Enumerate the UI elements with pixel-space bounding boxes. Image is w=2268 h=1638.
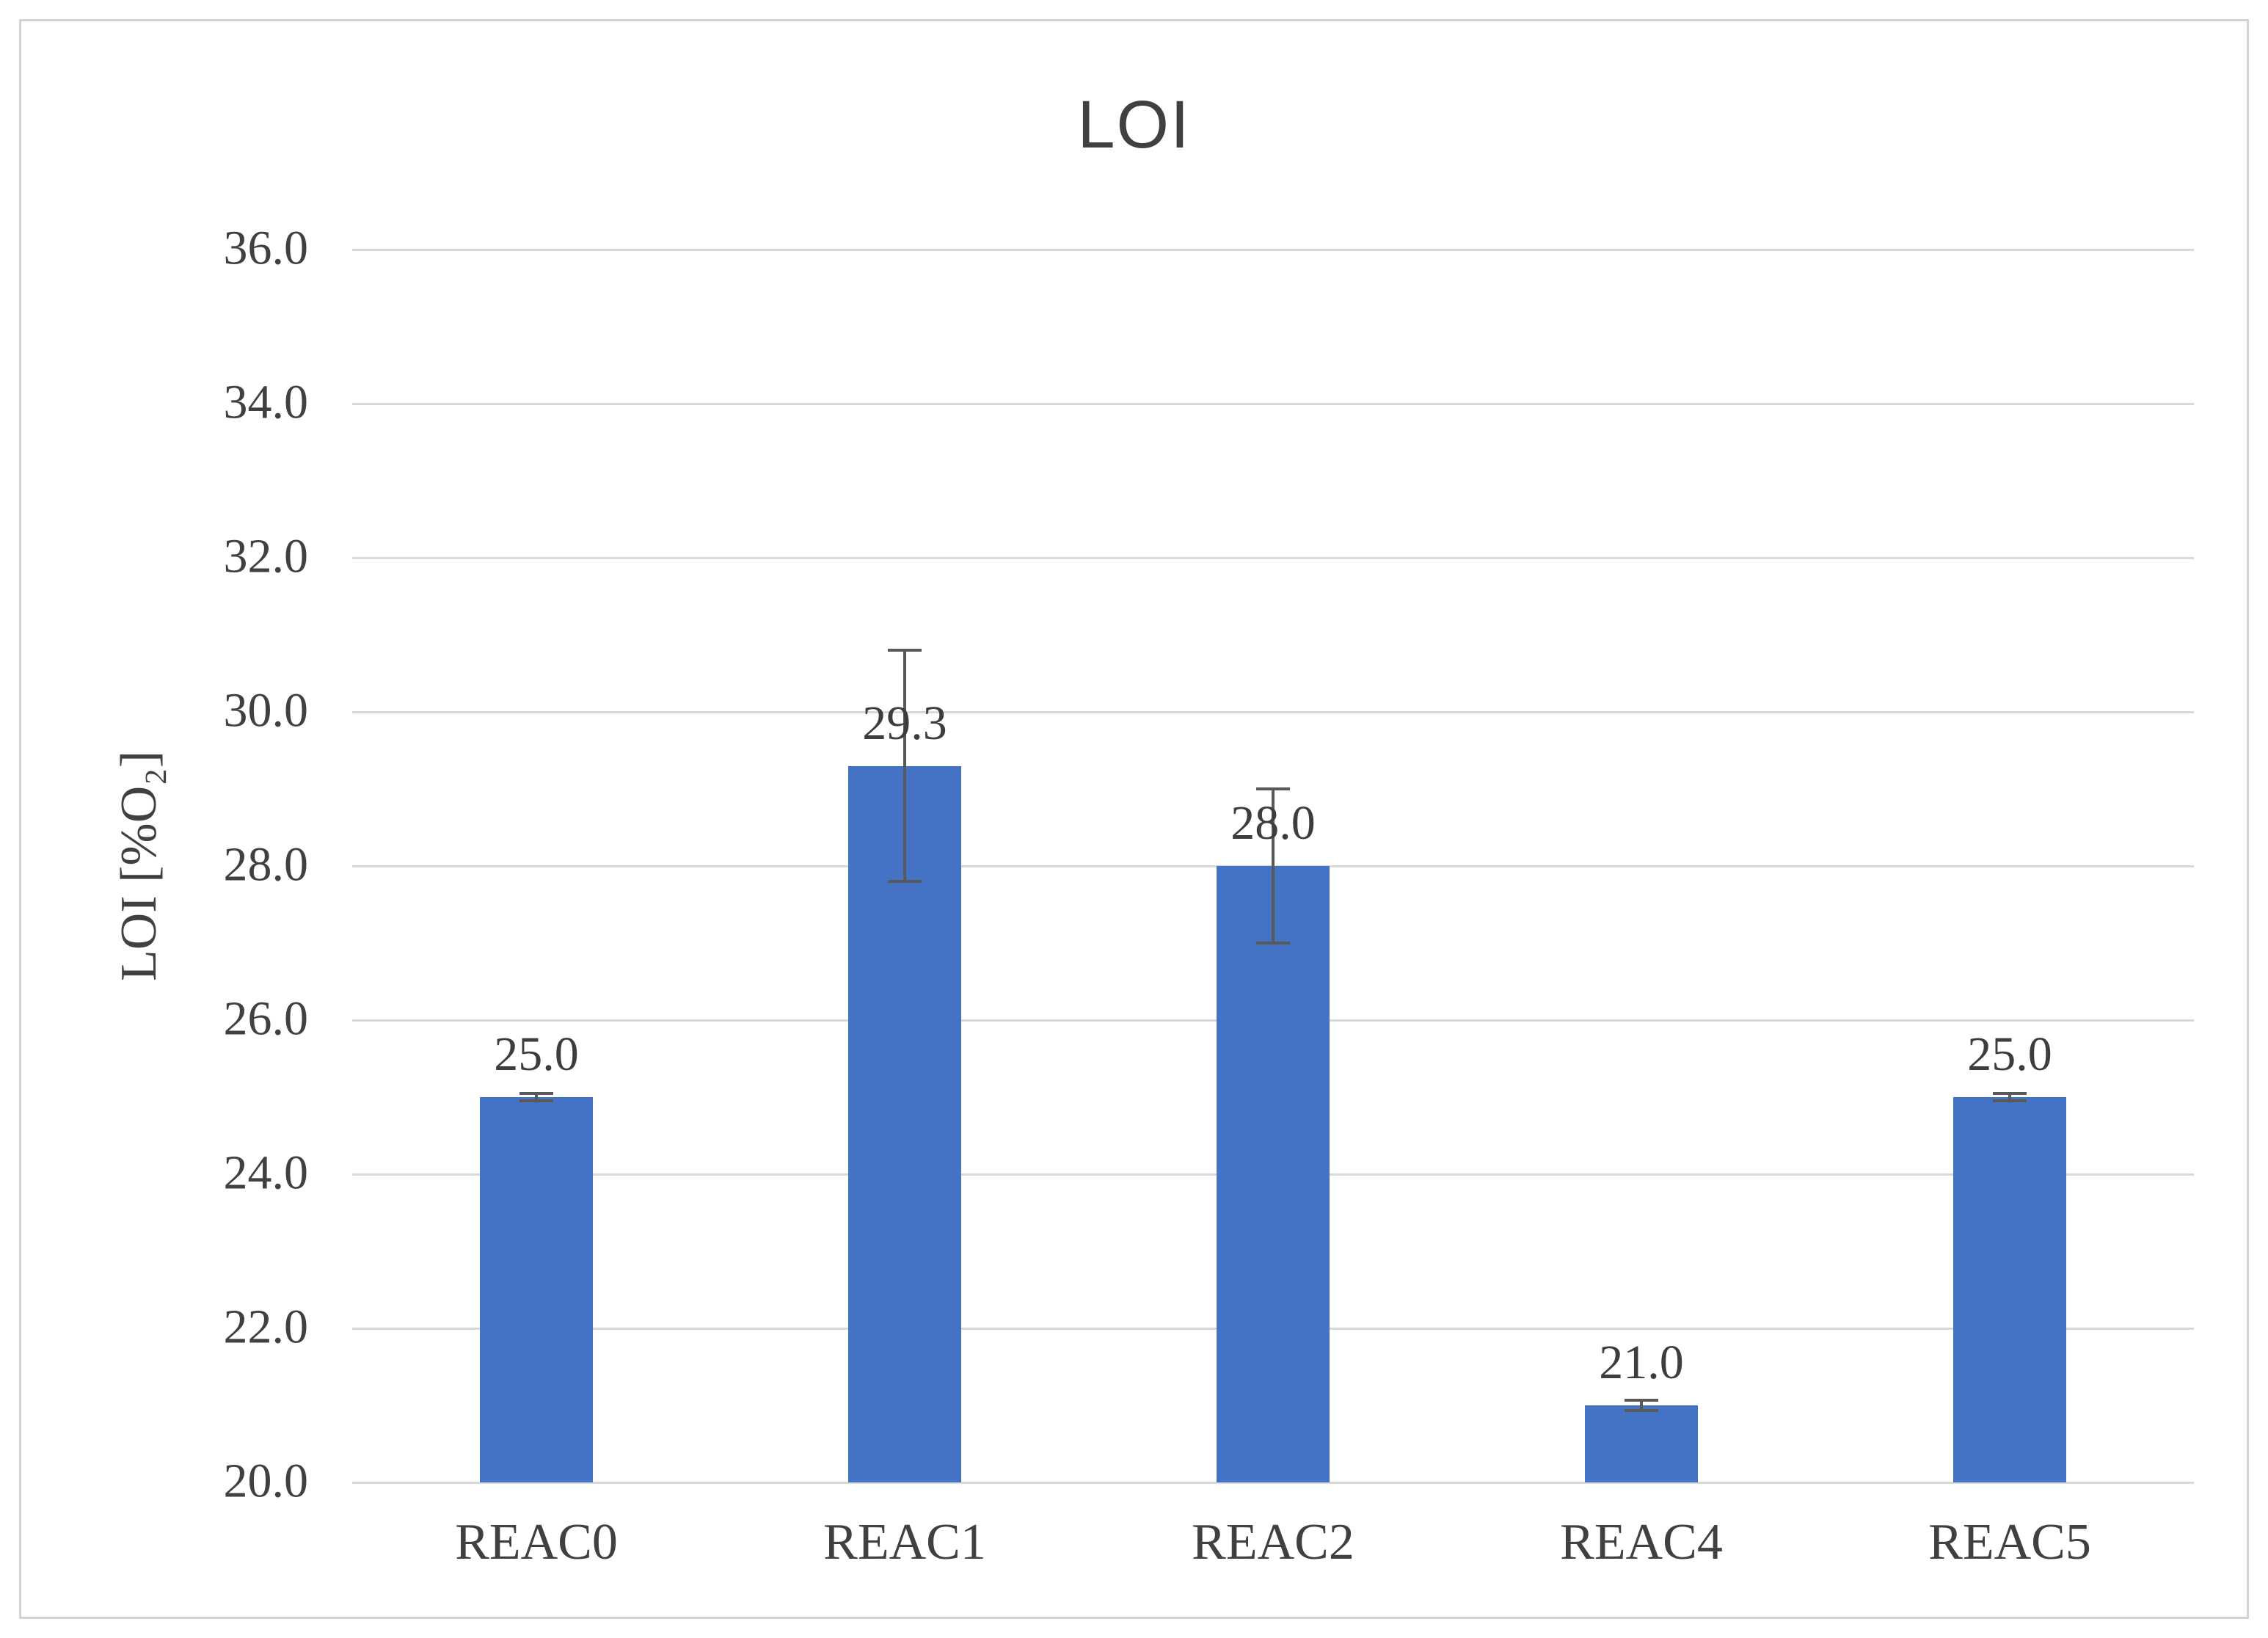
y-tick-label: 36.0 <box>223 221 309 275</box>
error-bar-cap <box>1625 1409 1658 1413</box>
error-bar-cap <box>888 880 922 883</box>
gridline <box>352 402 2194 405</box>
x-tick-label-reac5: REAC5 <box>1928 1514 2091 1570</box>
bar-reac2 <box>1217 866 1330 1482</box>
error-bar-cap <box>1993 1091 2027 1095</box>
data-label-reac0: 25.0 <box>494 1027 579 1081</box>
y-axis-tick-labels: 20.0 22.0 24.0 26.0 28.0 30.0 32.0 34.0 36.0 <box>0 221 309 1507</box>
y-tick-label: 26.0 <box>223 991 309 1046</box>
gridline <box>352 248 2194 251</box>
error-bar-cap <box>519 1099 553 1103</box>
x-axis-category-labels: REAC0 REAC1 REAC2 REAC4 REAC5 <box>352 1482 2194 1607</box>
x-tick-label-reac0: REAC0 <box>455 1514 618 1570</box>
plot-area: 25.0 29.3 28.0 21.0 25.0 <box>352 248 2194 1484</box>
error-bar-line <box>2008 1093 2011 1102</box>
error-bar-cap <box>1256 787 1290 790</box>
y-tick-label: 22.0 <box>223 1300 309 1354</box>
data-label-reac2: 28.0 <box>1230 796 1316 850</box>
error-bar-cap <box>1256 942 1290 944</box>
error-bar-cap <box>1625 1398 1658 1402</box>
gridline <box>352 710 2194 713</box>
y-tick-label: 32.0 <box>223 529 309 583</box>
bar-reac0 <box>480 1097 593 1482</box>
chart-title: LOI <box>1077 87 1191 162</box>
bar-reac1 <box>848 765 961 1482</box>
error-bar-line <box>535 1093 538 1102</box>
error-bar-cap <box>519 1091 553 1095</box>
y-tick-label: 34.0 <box>223 375 309 429</box>
data-label-reac5: 25.0 <box>1967 1027 2052 1081</box>
y-tick-label: 30.0 <box>223 683 309 738</box>
bar-reac5 <box>1953 1097 2066 1482</box>
y-tick-label: 24.0 <box>223 1146 309 1200</box>
error-bar-line <box>903 650 906 881</box>
error-bar-cap <box>888 649 922 652</box>
bar-reac4 <box>1585 1405 1698 1482</box>
error-bar-line <box>1640 1399 1643 1411</box>
gridline <box>352 1481 2194 1484</box>
x-tick-label-reac4: REAC4 <box>1560 1514 1723 1570</box>
data-label-reac1: 29.3 <box>862 696 947 750</box>
x-tick-label-reac1: REAC1 <box>823 1514 986 1570</box>
error-bar-line <box>1272 789 1275 943</box>
error-bar-cap <box>1993 1099 2027 1103</box>
y-tick-label: 20.0 <box>223 1454 309 1508</box>
x-tick-label-reac2: REAC2 <box>1192 1514 1354 1570</box>
gridline <box>352 556 2194 559</box>
data-label-reac4: 21.0 <box>1599 1336 1684 1389</box>
y-tick-label: 28.0 <box>223 837 309 892</box>
